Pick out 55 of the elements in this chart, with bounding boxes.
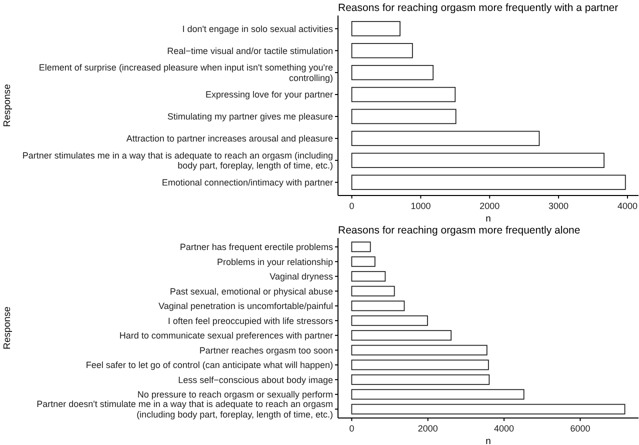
y-tick-label: Hard to communicate sexual preferences with partner <box>119 330 333 341</box>
y-tick-label: Less self−conscious about body image <box>178 374 333 385</box>
y-tick-label: I often feel preoccupied with life stressors <box>168 316 334 326</box>
x-tick-label: 4000 <box>617 200 638 211</box>
x-tick-label: 0 <box>349 423 354 434</box>
bar <box>351 271 386 282</box>
bar <box>351 344 488 356</box>
chart-title: Reasons for reaching orgasm more frequently with a partner <box>338 2 619 14</box>
bar <box>351 404 626 414</box>
y-tick-label: Real−time visual and/or tactile stimulation <box>167 46 333 56</box>
x-tick-label: 2000 <box>418 423 438 434</box>
y-tick-label: Stimulating my partner gives me pleasure <box>167 112 333 122</box>
bar <box>351 174 626 190</box>
y-tick-label: Emotional connection/intimacy with partner <box>162 177 333 188</box>
bar <box>351 242 371 252</box>
y-tick-label: Past sexual, emotional or physical abuse <box>170 286 333 296</box>
bar <box>351 43 413 58</box>
bar <box>351 360 489 370</box>
x-axis-title: n <box>486 214 491 224</box>
y-tick-label: Vaginal dryness <box>270 272 334 282</box>
bar <box>351 130 540 146</box>
x-tick-label: 6000 <box>570 423 590 434</box>
bar <box>351 21 400 36</box>
bar <box>351 286 395 296</box>
bar <box>351 300 405 312</box>
bar <box>351 374 490 385</box>
x-tick-label: 3000 <box>548 200 569 211</box>
y-tick-label: I don't engage in solo sexual activities <box>182 24 334 34</box>
y-tick-label: Attraction to partner increases arousal and pleasure <box>126 134 333 144</box>
bar <box>351 152 604 168</box>
bar <box>351 108 456 124</box>
x-tick-label: 1000 <box>410 200 431 211</box>
y-tick-label: Partner reaches orgasm too soon <box>199 345 333 356</box>
chart-title: Reasons for reaching orgasm more frequently alone <box>338 224 580 236</box>
y-tick-label: Expressing love for your partner <box>205 90 333 100</box>
bar <box>351 256 376 267</box>
y-tick-label: Partner has frequent erectile problems <box>180 242 334 252</box>
bar <box>351 86 456 102</box>
bar <box>351 315 428 326</box>
bar <box>351 330 452 341</box>
bar <box>351 389 524 400</box>
x-tick-label: 4000 <box>494 423 514 434</box>
y-axis-title: Response <box>2 306 13 350</box>
y-tick-label: Feel safer to let go of control (can anticipate what will happen) <box>86 360 333 370</box>
bar <box>351 64 434 80</box>
y-axis-title: Response <box>2 84 13 127</box>
y-tick-label: Element of surprise (increased pleasure when input isn't something you're controlling) <box>38 62 333 83</box>
y-tick-label: Problems in your relationship <box>216 256 333 267</box>
x-axis-title: n <box>486 436 491 445</box>
y-tick-label: Partner stimulates me in a way that is adequate to reach an orgasm (including body part, foreplay, length of time, etc.) <box>22 150 333 171</box>
x-tick-label: 2000 <box>480 200 500 211</box>
x-tick-label: 0 <box>349 200 354 211</box>
y-tick-label: Vaginal penetration is uncomfortable/painful <box>158 301 333 312</box>
y-tick-label: No pressure to reach orgasm or sexually perform <box>137 390 333 400</box>
y-tick-label: Partner doesn't stimulate me in a way that is adequate to reach an orgasm (including body part, foreplay, length of time, etc.) <box>36 399 333 420</box>
